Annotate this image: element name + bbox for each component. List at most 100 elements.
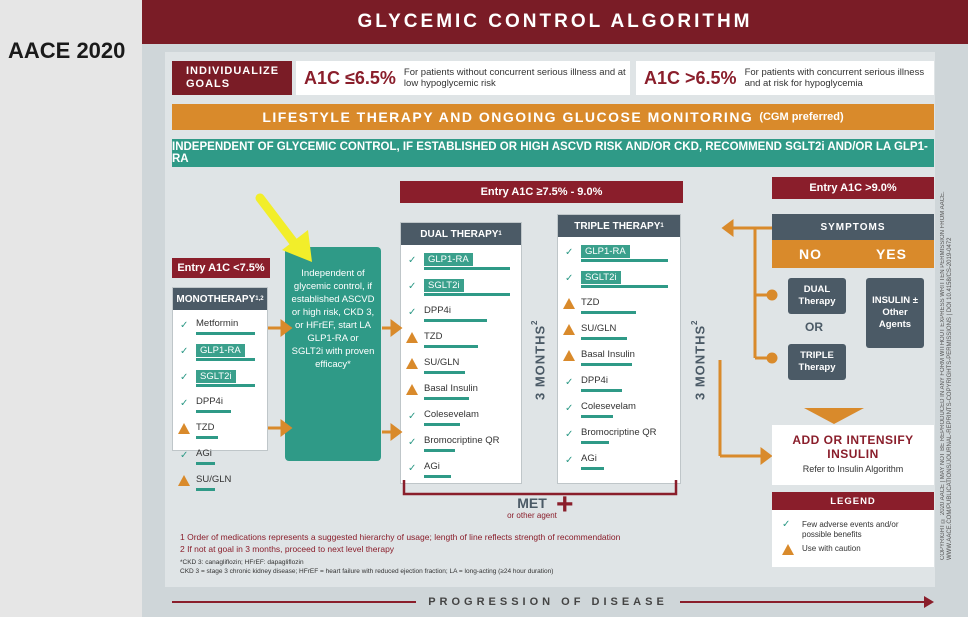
dual-drug-name: Colesevelam xyxy=(424,409,479,420)
check-icon: ✓ xyxy=(408,463,417,474)
triple-strength-line xyxy=(581,363,632,366)
triple-drug-row: ✓ Colesevelam xyxy=(558,399,680,423)
triple-drug-name: AGi xyxy=(581,453,597,464)
triple-strength-line xyxy=(581,311,636,314)
dual-drug-name: Bromocriptine QR xyxy=(424,435,500,446)
check-icon: ✓ xyxy=(408,255,417,266)
goal-high-target: A1C >6.5% xyxy=(644,67,737,88)
dual-drug-row: ✓ GLP1-RA xyxy=(401,251,521,275)
yellow-pointer-arrow-head xyxy=(282,230,312,262)
check-icon: ✓ xyxy=(565,429,574,440)
check-icon: ✓ xyxy=(565,247,574,258)
lifestyle-text: LIFESTYLE THERAPY AND ONGOING GLUCOSE MO… xyxy=(262,109,754,125)
met-label: MET xyxy=(517,495,547,511)
monotherapy-drug-row: TZD xyxy=(173,420,267,444)
triple-drug-name: TZD xyxy=(581,297,600,308)
dual-drug-row: ✓ Colesevelam xyxy=(401,407,521,431)
check-icon: ✓ xyxy=(180,398,189,409)
check-icon: ✓ xyxy=(408,307,417,318)
check-icon: ✓ xyxy=(565,455,574,466)
connector-dot-triple xyxy=(766,352,778,364)
footnote-abbreviations: CKD 3 = stage 3 chronic kidney disease; … xyxy=(180,568,554,575)
monotherapy-drug-row: ✓ SGLT2i xyxy=(173,368,267,392)
dual-strength-line xyxy=(424,319,487,322)
met-label-block: MET or other agent xyxy=(502,495,562,520)
dual-strength-line xyxy=(424,371,465,374)
goal-low: A1C ≤6.5% For patients without concurren… xyxy=(296,61,630,95)
flow-connectors xyxy=(268,219,864,496)
dual-drug-row: Basal Insulin xyxy=(401,381,521,405)
monotherapy-drug-name: AGi xyxy=(196,448,212,459)
triple-strength-line xyxy=(581,337,627,340)
dual-therapy-title: DUAL THERAPY 1 xyxy=(401,223,521,245)
entry-low-tag: Entry A1C <7.5% xyxy=(172,258,270,278)
copyright-notice: COPYRIGHT © 2020 AACE | MAY NOT BE REPRO… xyxy=(940,191,953,560)
triple-strength-line xyxy=(581,259,668,262)
caution-icon xyxy=(563,350,575,361)
dual-drug-name: Basal Insulin xyxy=(424,383,478,394)
dual-strength-line xyxy=(424,475,451,478)
triple-drug-name: Bromocriptine QR xyxy=(581,427,657,438)
check-icon: ✓ xyxy=(408,281,417,292)
monotherapy-drug-name: TZD xyxy=(196,422,215,433)
goal-high: A1C >6.5% For patients with concurrent s… xyxy=(636,61,934,95)
monotherapy-drug-name: DPP4i xyxy=(196,396,223,407)
legend-title: LEGEND xyxy=(772,492,934,510)
dual-strength-line xyxy=(424,345,478,348)
triple-drug-name: Basal Insulin xyxy=(581,349,635,360)
add-insulin-title: ADD OR INTENSIFY INSULIN xyxy=(792,433,914,461)
triple-drug-name: DPP4i xyxy=(581,375,608,386)
monotherapy-drug-row: ✓ GLP1-RA xyxy=(173,342,267,366)
entry-high-tag: Entry A1C >9.0% xyxy=(772,177,934,199)
add-insulin-sub: Refer to Insulin Algorithm xyxy=(802,464,904,474)
connector-dot-dual xyxy=(766,289,778,301)
check-icon: ✓ xyxy=(180,346,189,357)
footnote-1: 1 Order of medications represents a sugg… xyxy=(180,532,621,542)
met-sub: or other agent xyxy=(507,511,557,520)
triple-drug-row: Basal Insulin xyxy=(558,347,680,371)
legend-box: LEGEND ✓ Few adverse events and/or possi… xyxy=(772,492,934,567)
green-to-dual-arrowhead-top xyxy=(390,319,403,337)
caution-icon xyxy=(178,475,190,486)
triple-therapy-title: TRIPLE THERAPY 1 xyxy=(558,215,680,237)
triple-strength-line xyxy=(581,467,604,470)
dual-drug-row: ✓ AGi xyxy=(401,459,521,483)
monotherapy-strength-line xyxy=(196,358,255,361)
lifestyle-banner: LIFESTYLE THERAPY AND ONGOING GLUCOSE MO… xyxy=(172,104,934,130)
entry-mid-tag: Entry A1C ≥7.5% - 9.0% xyxy=(400,181,683,203)
plus-icon: + xyxy=(556,488,574,521)
dual-strength-line xyxy=(424,397,469,400)
footnote-2: 2 If not at goal in 3 months, proceed to… xyxy=(180,544,395,554)
check-icon: ✓ xyxy=(408,437,417,448)
monotherapy-drug-name: GLP1-RA xyxy=(196,344,245,357)
footnote-ckd: *CKD 3: canagliflozin; HFrEF: dapagliflo… xyxy=(180,559,304,566)
monotherapy-drug-name: SGLT2i xyxy=(196,370,236,383)
monotherapy-strength-line xyxy=(196,384,255,387)
triple-drug-name: Colesevelam xyxy=(581,401,636,412)
independent-banner: INDEPENDENT OF GLYCEMIC CONTROL, IF ESTA… xyxy=(172,139,934,167)
check-icon: ✓ xyxy=(180,450,189,461)
symptoms-dual-box: DUAL Therapy xyxy=(788,278,846,314)
triple-drug-row: ✓ DPP4i xyxy=(558,373,680,397)
triple-drug-row: ✓ SGLT2i xyxy=(558,269,680,293)
monotherapy-drug-name: SU/GLN xyxy=(196,474,232,485)
green-to-dual-arrowhead-bottom xyxy=(390,423,403,441)
caution-icon xyxy=(406,384,418,395)
monotherapy-drug-row: SU/GLN xyxy=(173,472,267,496)
met-bracket xyxy=(402,480,678,496)
caution-icon xyxy=(406,358,418,369)
monotherapy-drug-name: Metformin xyxy=(196,318,239,329)
triple-drug-row: SU/GLN xyxy=(558,321,680,345)
monotherapy-drug-row: ✓ AGi xyxy=(173,446,267,470)
dual-drug-name: GLP1-RA xyxy=(424,253,473,266)
poster-title: GLYCEMIC CONTROL ALGORITHM xyxy=(142,0,968,44)
monotherapy-strength-line xyxy=(196,488,215,491)
progression-label: PROGRESSION OF DISEASE xyxy=(428,596,668,608)
down-chevron-arrow xyxy=(804,408,864,424)
add-insulin-box: ADD OR INTENSIFY INSULIN Refer to Insuli… xyxy=(772,425,934,485)
triple-strength-line xyxy=(581,415,613,418)
yellow-pointer-arrow xyxy=(255,193,312,262)
triple-therapy-card: TRIPLE THERAPY 1 ✓ GLP1-RA ✓ SGLT2i TZD SU/GLN… xyxy=(557,214,681,484)
progression-of-disease: PROGRESSION OF DISEASE xyxy=(172,593,934,611)
dual-drug-row: ✓ Bromocriptine QR xyxy=(401,433,521,457)
